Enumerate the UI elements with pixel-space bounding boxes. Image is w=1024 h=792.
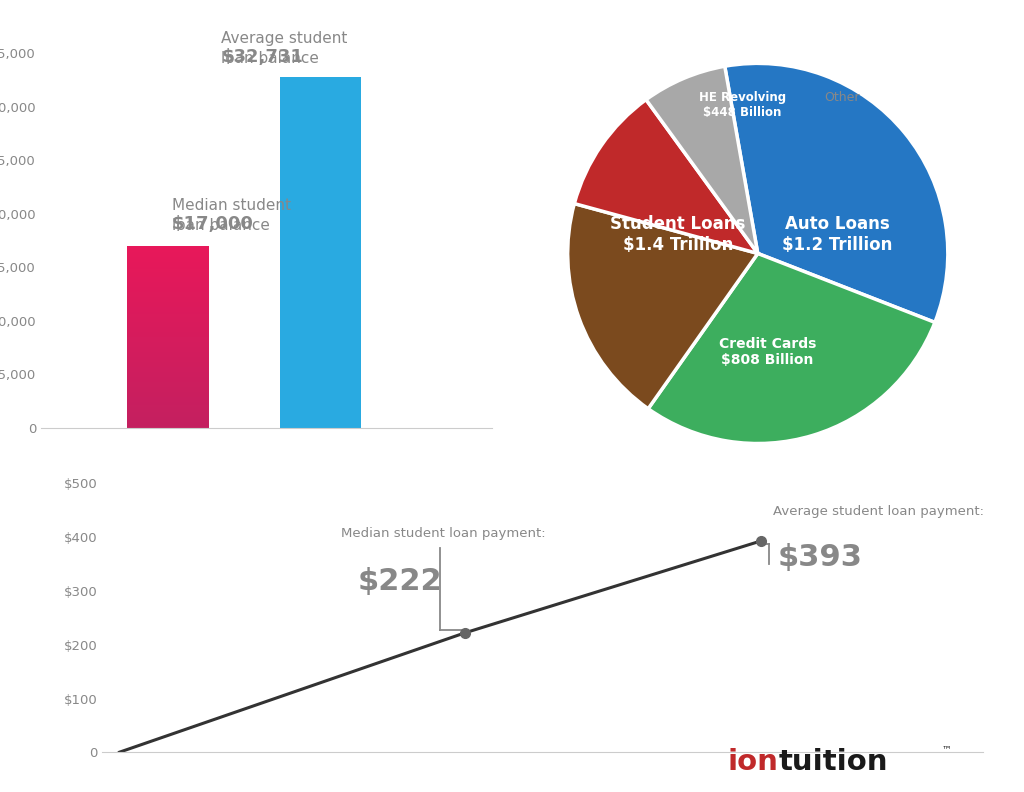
Text: Student Loans
$1.4 Trillion: Student Loans $1.4 Trillion <box>610 215 745 253</box>
Text: Average student
loan balance: Average student loan balance <box>221 31 347 66</box>
Text: $222: $222 <box>357 567 442 596</box>
Text: tuition: tuition <box>778 748 888 776</box>
Text: Median student
loan balance: Median student loan balance <box>172 198 291 233</box>
Wedge shape <box>648 253 935 444</box>
Text: HE Revolving
$448 Billion: HE Revolving $448 Billion <box>699 91 786 119</box>
Text: Median student loan payment:: Median student loan payment: <box>341 527 546 540</box>
Text: Auto Loans
$1.2 Trillion: Auto Loans $1.2 Trillion <box>782 215 893 253</box>
Wedge shape <box>646 67 758 253</box>
Text: Average student loan payment:: Average student loan payment: <box>773 505 984 519</box>
Wedge shape <box>725 63 948 322</box>
Text: Largest forms of household
debt after mortgages.: Largest forms of household debt after mo… <box>657 488 858 520</box>
Text: $393: $393 <box>777 543 862 572</box>
Text: ™: ™ <box>942 744 952 754</box>
Wedge shape <box>567 204 758 409</box>
Bar <box>280 78 360 428</box>
Text: $17,000: $17,000 <box>172 173 254 233</box>
Wedge shape <box>574 100 758 253</box>
Text: ion: ion <box>727 748 778 776</box>
Text: Credit Cards
$808 Billion: Credit Cards $808 Billion <box>719 337 816 367</box>
Text: $32,731: $32,731 <box>221 6 303 66</box>
Text: Other: Other <box>824 91 860 104</box>
